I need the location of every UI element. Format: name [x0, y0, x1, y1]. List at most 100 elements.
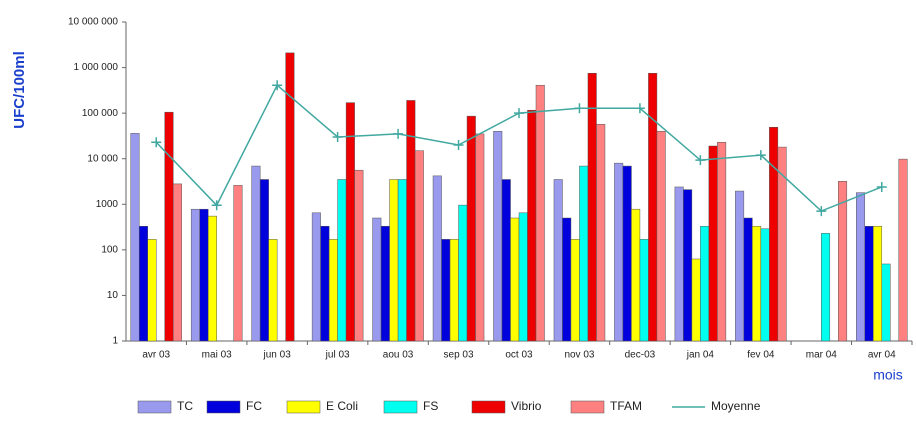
- bar: [130, 133, 140, 342]
- x-tick-label: avr 03: [142, 350, 170, 361]
- line-marker: [393, 128, 404, 139]
- line-marker: [514, 108, 524, 119]
- bar: [700, 225, 710, 342]
- x-tick-label: oct 03: [505, 350, 533, 361]
- bar: [449, 239, 459, 342]
- bar: [898, 158, 908, 342]
- bar: [717, 141, 727, 342]
- x-tick-label: avr 04: [868, 350, 896, 361]
- bar: [864, 225, 874, 342]
- bar: [372, 217, 382, 342]
- bar: [251, 165, 261, 342]
- bar: [311, 212, 321, 342]
- line-marker: [453, 139, 464, 150]
- legend-swatch: [137, 400, 172, 414]
- legend-label: Vibrio: [511, 399, 542, 413]
- bar: [683, 189, 693, 342]
- bar: [735, 190, 745, 342]
- legend-label: FS: [423, 399, 438, 413]
- y-tick-label: 1: [112, 336, 118, 347]
- bar: [743, 217, 753, 342]
- bar: [527, 109, 537, 342]
- line-marker: [211, 200, 222, 211]
- legend-swatch: [383, 400, 418, 414]
- y-tick-label: 10 000 000: [68, 17, 118, 28]
- bar: [821, 233, 831, 342]
- bar: [873, 225, 883, 342]
- y-tick-label: 10: [107, 290, 119, 301]
- bar: [493, 131, 503, 342]
- bar: [562, 217, 572, 342]
- x-tick-label: jan 04: [686, 350, 715, 361]
- bar: [510, 217, 520, 342]
- line-marker: [151, 137, 162, 148]
- bar: [380, 225, 390, 342]
- y-tick-label: 1 000 000: [74, 62, 119, 73]
- bar: [458, 204, 468, 342]
- legend-label: TC: [177, 399, 193, 413]
- bar: [233, 185, 243, 342]
- bar: [614, 162, 624, 342]
- legend-swatch: [206, 400, 241, 414]
- bar: [172, 183, 182, 342]
- legend-swatch: [286, 400, 321, 414]
- bar: [656, 131, 666, 342]
- bar: [207, 215, 217, 342]
- bar: [397, 179, 407, 342]
- line-marker: [876, 181, 887, 192]
- bar: [639, 239, 649, 342]
- bar: [138, 225, 148, 342]
- bar: [760, 228, 770, 342]
- bar: [856, 192, 866, 342]
- bar: [199, 208, 209, 342]
- bar: [579, 165, 589, 342]
- x-tick-label: sep 03: [444, 350, 474, 361]
- x-tick-label: jul 03: [325, 350, 350, 361]
- legend-label: Moyenne: [711, 399, 761, 413]
- bar: [838, 181, 848, 342]
- bar: [147, 239, 157, 342]
- legend-swatch: [570, 400, 605, 414]
- bar: [414, 150, 424, 342]
- y-axis-label: UFC/100ml: [11, 51, 28, 129]
- x-tick-label: dec-03: [625, 350, 656, 361]
- bar: [475, 133, 485, 342]
- bar: [320, 225, 330, 342]
- bar: [164, 111, 174, 342]
- bar: [518, 212, 528, 342]
- bar: [285, 52, 295, 342]
- bar: [354, 169, 364, 342]
- line-marker: [574, 103, 585, 114]
- x-tick-label: aou 03: [383, 350, 414, 361]
- bar: [328, 239, 338, 342]
- bar: [674, 186, 684, 342]
- y-tick-label: 10 000: [87, 153, 118, 164]
- x-tick-label: nov 03: [564, 350, 594, 361]
- x-tick-label: jun 03: [263, 350, 292, 361]
- x-axis-label: mois: [873, 367, 903, 383]
- bar: [553, 179, 563, 342]
- bar: [648, 73, 658, 342]
- bar: [752, 225, 762, 342]
- bar: [535, 84, 545, 342]
- bar: [389, 179, 399, 342]
- line-marker: [695, 155, 706, 166]
- bar: [622, 165, 632, 342]
- bar: [596, 124, 606, 342]
- y-tick-label: 1000: [96, 199, 119, 210]
- y-tick-label: 100 000: [82, 108, 119, 119]
- x-tick-label: mar 04: [806, 350, 838, 361]
- legend-label: FC: [246, 399, 262, 413]
- bar: [190, 208, 200, 342]
- bar: [881, 263, 891, 342]
- line-marker: [634, 103, 645, 114]
- bar: [259, 179, 269, 342]
- line-marker: [332, 131, 343, 142]
- legend-label: TFAM: [610, 399, 642, 413]
- line-marker: [816, 206, 827, 217]
- bar: [432, 175, 442, 342]
- bar: [337, 179, 347, 342]
- bar: [441, 239, 451, 342]
